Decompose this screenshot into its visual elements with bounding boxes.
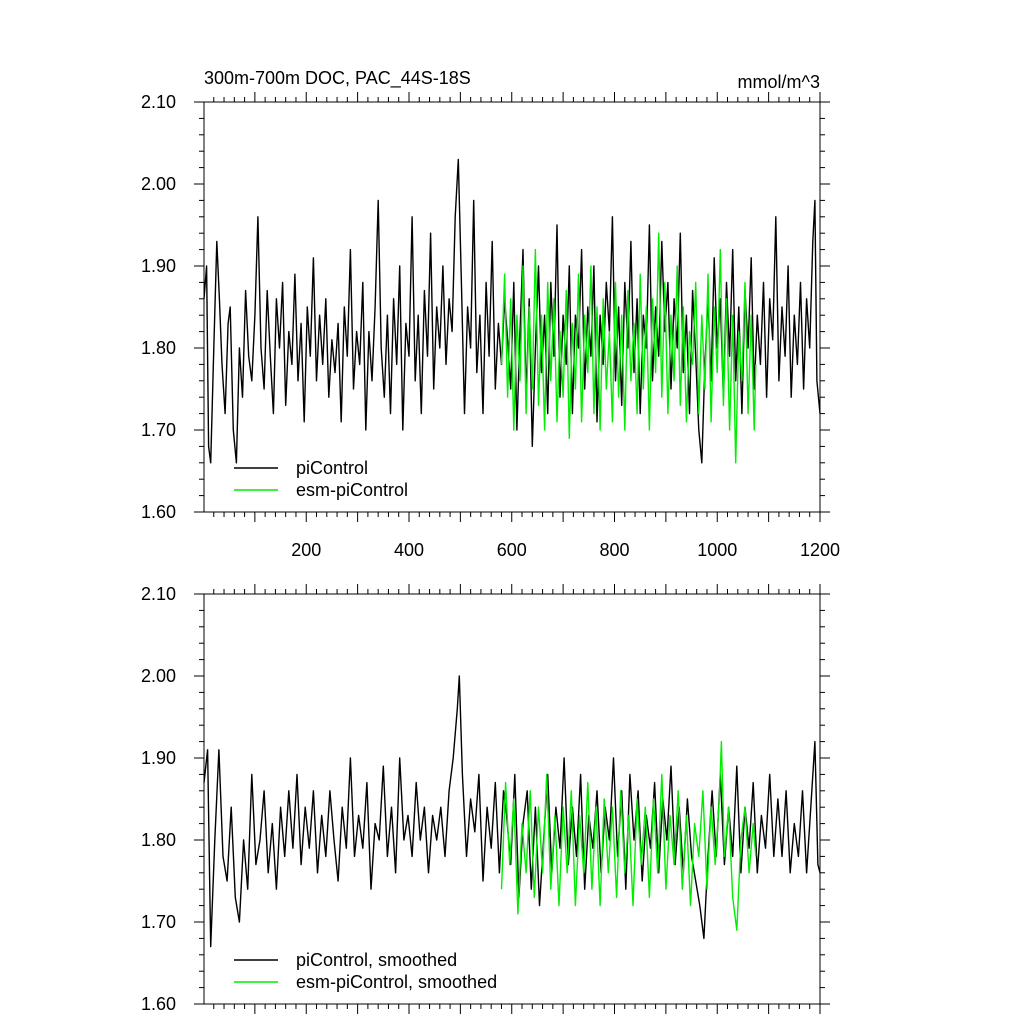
y-tick-label: 1.90 [141,748,176,768]
y-tick-label: 1.70 [141,420,176,440]
x-tick-label: 800 [599,540,629,560]
series-line-0 [203,158,821,464]
plot-frame [203,593,821,1005]
y-tick-label: 1.60 [141,994,176,1014]
y-tick-label: 1.80 [141,338,176,358]
y-tick-label: 2.00 [141,666,176,686]
series-line-1 [500,232,757,464]
x-tick-label: 200 [291,540,321,560]
x-tick-label: 400 [394,540,424,560]
legend-label: piControl, smoothed [296,950,457,970]
legend-label: esm-piControl [296,480,408,500]
y-tick-label: 2.10 [141,584,176,604]
y-tick-label: 2.10 [141,92,176,112]
y-tick-label: 2.00 [141,174,176,194]
x-tick-label: 600 [497,540,527,560]
series-line-1 [500,740,757,931]
chart-title: 300m-700m DOC, PAC_44S-18S [204,68,471,89]
x-tick-label: 1200 [800,540,840,560]
legend-label: piControl [296,458,368,478]
x-tick-label: 1000 [697,540,737,560]
panel-top: 200 400 600 800 1000 1200 1.60 1.70 1.80 1.90 2.00… [141,92,840,560]
y-tick-label: 1.70 [141,912,176,932]
y-tick-label: 1.60 [141,502,176,522]
panel-bottom: 1.60 1.70 1.80 1.90 2.00 2.10 piControl, smoot… [141,584,830,1014]
legend-label: esm-piControl, smoothed [296,972,497,992]
y-tick-label: 1.90 [141,256,176,276]
units-label: mmol/m^3 [738,72,820,92]
y-tick-label: 1.80 [141,830,176,850]
